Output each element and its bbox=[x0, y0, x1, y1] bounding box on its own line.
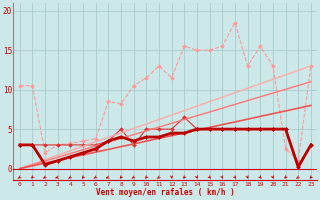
X-axis label: Vent moyen/en rafales ( km/h ): Vent moyen/en rafales ( km/h ) bbox=[96, 188, 235, 197]
